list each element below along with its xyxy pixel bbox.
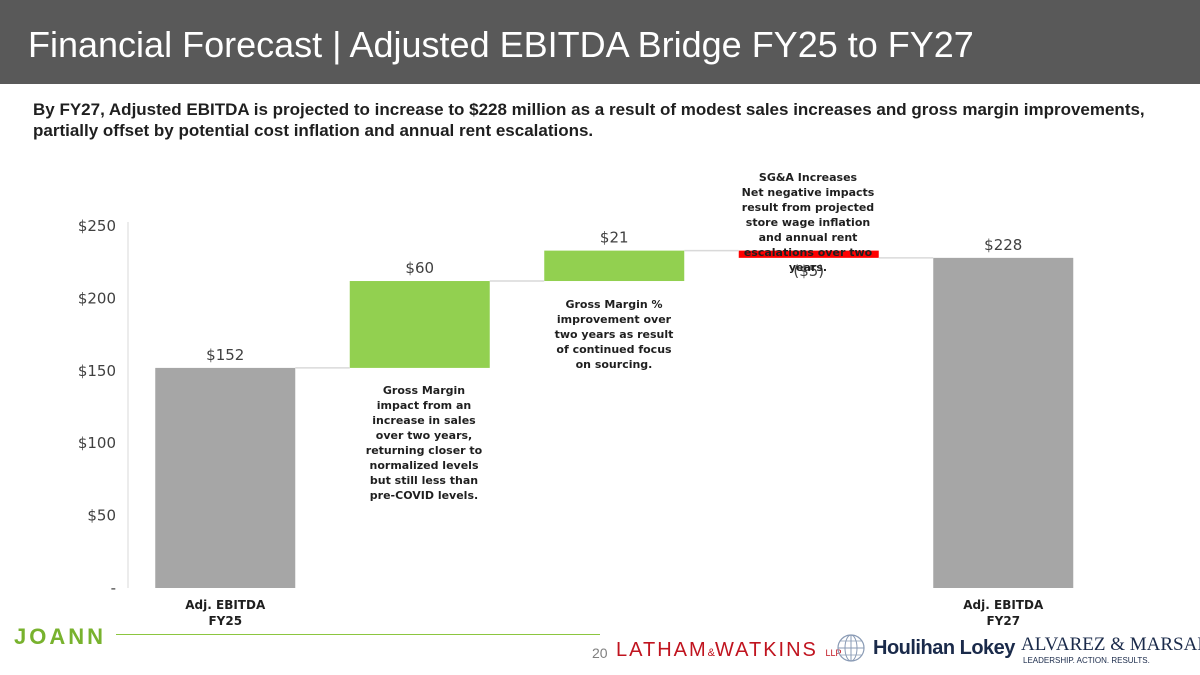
page-number: 20 <box>592 645 608 661</box>
houlihan-globe-icon <box>837 634 865 662</box>
ebitda-bridge-chart: - $50 $100 $150 $200 $250 $152 Adj. EBITDA FY25 $… <box>78 217 1074 628</box>
data-label-1: $152 <box>206 346 244 364</box>
bar-1 <box>155 367 296 588</box>
data-label-4: ($5) <box>793 262 824 280</box>
footer-divider <box>116 634 600 635</box>
latham-amp: & <box>707 647 715 659</box>
category-label-line1: Adj. EBITDA <box>185 598 266 612</box>
alvarez-marsal-tagline: LEADERSHIP. ACTION. RESULTS. <box>1023 656 1150 665</box>
alvarez-marsal-logo: ALVAREZ & MARSAL <box>1021 634 1200 655</box>
latham-llp: LLP <box>825 648 842 658</box>
annotation-gm-impact: Gross Margin impact from an increase in … <box>365 384 483 502</box>
y-tick-label: $200 <box>78 289 116 307</box>
data-label-2: $60 <box>405 259 434 277</box>
y-tick-label: - <box>111 579 116 597</box>
houlihan-lokey-logo: Houlihan Lokey <box>873 637 1015 659</box>
bar-2 <box>349 281 490 368</box>
category-label-line2: FY27 <box>986 614 1020 628</box>
annotation-sga-title: SG&A Increases <box>758 171 858 184</box>
y-tick-label: $50 <box>87 507 116 525</box>
y-tick-label: $100 <box>78 434 116 452</box>
bar-4 <box>738 250 879 258</box>
annotation-sga: SG&A Increases Net negative impacts resu… <box>733 170 883 275</box>
annotation-gm-percent: Gross Margin % improvement over two year… <box>554 298 674 371</box>
data-label-3: $21 <box>600 229 629 247</box>
category-label-line2: FY25 <box>208 614 242 628</box>
watkins-text: WATKINS <box>714 639 818 661</box>
page-title: Financial Forecast | Adjusted EBITDA Bri… <box>28 24 974 65</box>
title-bar: Financial Forecast | Adjusted EBITDA Bri… <box>0 0 1200 84</box>
data-label-5: $228 <box>984 236 1022 254</box>
latham-text: LATHAM <box>616 639 708 661</box>
y-tick-label: $150 <box>78 362 116 380</box>
joann-logo: JOANN <box>14 624 107 649</box>
category-label-line1: Adj. EBITDA <box>963 598 1044 612</box>
annotation-sga-body: Net negative impacts result from project… <box>741 186 875 274</box>
latham-watkins-logo: LATHAM&WATKINS LLP <box>616 639 841 662</box>
bar-5 <box>933 257 1074 588</box>
bar-3 <box>544 250 685 282</box>
page-subtitle: By FY27, Adjusted EBITDA is projected to… <box>33 100 1145 140</box>
y-tick-label: $250 <box>78 217 116 235</box>
